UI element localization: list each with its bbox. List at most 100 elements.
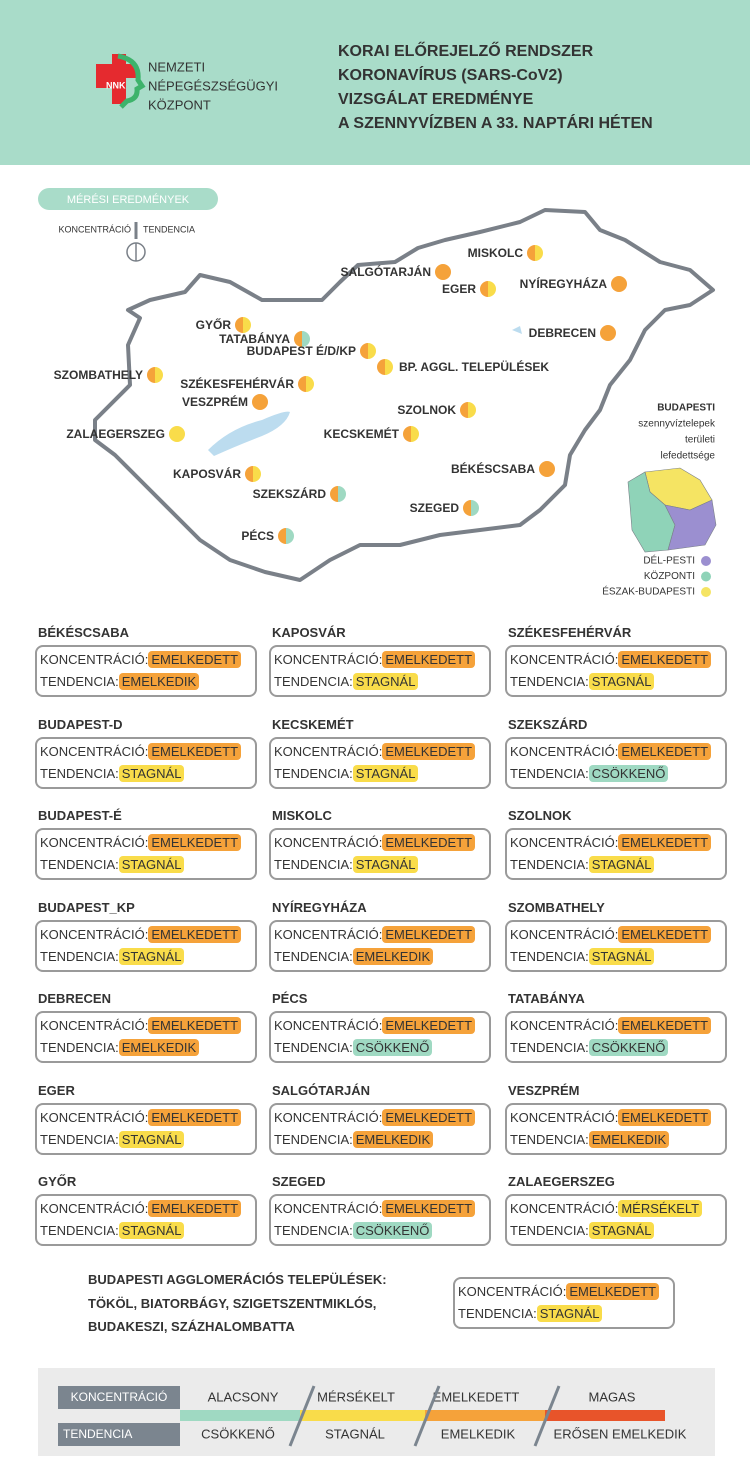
tendency-label: TENDENCIA: bbox=[274, 1040, 353, 1055]
card-row: TENDENCIA: STAGNÁL bbox=[274, 673, 419, 690]
card-row: TENDENCIA: STAGNÁL bbox=[40, 1222, 185, 1239]
tendency-value: CSÖKKENŐ bbox=[352, 1039, 433, 1056]
concentration-label: KONCENTRÁCIÓ: bbox=[40, 1018, 149, 1033]
card-title: NYÍREGYHÁZA bbox=[272, 899, 367, 915]
tendency-value: EMELKEDIK bbox=[118, 673, 200, 690]
inset-legend-label: ÉSZAK-BUDAPESTI bbox=[602, 585, 695, 598]
card-row: KONCENTRÁCIÓ: EMELKEDETT bbox=[40, 1200, 242, 1217]
city-dot bbox=[608, 325, 616, 341]
concentration-label: KONCENTRÁCIÓ: bbox=[274, 1109, 383, 1125]
title: A SZENNYVÍZBEN A 33. NAPTÁRI HÉTEN bbox=[338, 113, 653, 132]
legend-separator bbox=[413, 1385, 441, 1447]
title: VIZSGÁLAT EREDMÉNYE bbox=[338, 89, 534, 108]
city-dot bbox=[360, 343, 368, 359]
inset-legend-label: DÉL-PESTI bbox=[643, 554, 695, 567]
card-row: TENDENCIA: STAGNÁL bbox=[510, 1222, 655, 1239]
card: KONCENTRÁCIÓ: EMELKEDETT TENDENCIA: CSÖKKEN… bbox=[505, 1011, 727, 1063]
concentration-value: EMELKEDETT bbox=[148, 651, 242, 668]
concentration-value: EMELKEDETT bbox=[382, 834, 476, 851]
card-title: GYŐR bbox=[38, 1174, 77, 1189]
city-dot bbox=[368, 343, 376, 359]
card-title: SZEGED bbox=[272, 1174, 326, 1189]
city-dot bbox=[443, 264, 451, 280]
city-dot bbox=[260, 394, 268, 410]
logo: NNK bbox=[96, 53, 146, 109]
card: KONCENTRÁCIÓ: EMELKEDETT TENDENCIA: EMELKED… bbox=[269, 1102, 491, 1155]
legend-separator bbox=[288, 1385, 316, 1447]
inset-legend-dot bbox=[701, 556, 711, 566]
concentration-value: EMELKEDETT bbox=[382, 1200, 476, 1217]
concentration-label: KONCENTRÁCIÓ: bbox=[510, 1109, 619, 1125]
tendency-value: STAGNÁL bbox=[118, 1130, 185, 1148]
card-row: KONCENTRÁCIÓ: EMELKEDETT bbox=[510, 1108, 712, 1126]
city-dot bbox=[385, 359, 393, 375]
legend-swatch bbox=[180, 1410, 300, 1421]
card-row: TENDENCIA: EMELKEDIK bbox=[510, 1130, 670, 1148]
legend-level: STAGNÁL bbox=[325, 1426, 385, 1441]
concentration-label: KONCENTRÁCIÓ: bbox=[40, 926, 149, 942]
city-dot bbox=[547, 461, 555, 477]
legend-left: KONCENTRÁCIÓ bbox=[58, 224, 131, 234]
org-name: KÖZPONT bbox=[148, 97, 211, 112]
tendency-value: STAGNÁL bbox=[536, 1305, 603, 1322]
tendency-value: EMELKEDIK bbox=[352, 947, 434, 965]
concentration-value: EMELKEDETT bbox=[382, 742, 476, 760]
concentration-label: KONCENTRÁCIÓ: bbox=[274, 1018, 383, 1033]
card-row: TENDENCIA: STAGNÁL bbox=[510, 673, 655, 690]
tendency-label: TENDENCIA: bbox=[40, 948, 119, 964]
card-row: KONCENTRÁCIÓ: EMELKEDETT bbox=[40, 1017, 242, 1034]
card-row: KONCENTRÁCIÓ: EMELKEDETT bbox=[458, 1283, 660, 1300]
tendency-value: EMELKEDIK bbox=[588, 1130, 670, 1148]
tendency-value: CSÖKKENŐ bbox=[352, 1222, 433, 1239]
country-outline bbox=[93, 208, 715, 582]
tendency-label: TENDENCIA: bbox=[274, 857, 353, 872]
tendency-label: TENDENCIA: bbox=[40, 765, 119, 781]
card: KONCENTRÁCIÓ: EMELKEDETT TENDENCIA: STAGNÁL bbox=[269, 828, 491, 880]
card-row: TENDENCIA: STAGNÁL bbox=[274, 856, 419, 873]
concentration-label: KONCENTRÁCIÓ: bbox=[458, 1284, 567, 1299]
card-title: BUDAPEST-É bbox=[38, 808, 122, 823]
city-label: BP. AGGL. TELEPÜLÉSEK bbox=[399, 359, 549, 374]
city-dot bbox=[298, 376, 306, 392]
card: KONCENTRÁCIÓ: EMELKEDETT TENDENCIA: STAGNÁL bbox=[35, 736, 257, 789]
card-row: TENDENCIA: EMELKEDIK bbox=[40, 1039, 200, 1056]
city-dot bbox=[286, 528, 294, 544]
tendency-value: STAGNÁL bbox=[588, 673, 655, 690]
card-row: TENDENCIA: CSÖKKENŐ bbox=[274, 1222, 433, 1239]
card-row: KONCENTRÁCIÓ: EMELKEDETT bbox=[40, 651, 242, 668]
tendency-value: STAGNÁL bbox=[118, 947, 185, 965]
tendency-value: STAGNÁL bbox=[118, 856, 185, 873]
tendency-label: TENDENCIA: bbox=[274, 674, 353, 689]
legend-swatch bbox=[425, 1410, 545, 1421]
concentration-value: EMELKEDETT bbox=[148, 834, 242, 851]
card: KONCENTRÁCIÓ: EMELKEDETT TENDENCIA: EMELKED… bbox=[35, 1011, 257, 1063]
concentration-label: KONCENTRÁCIÓ: bbox=[510, 1018, 619, 1033]
city-dot bbox=[302, 331, 310, 347]
city-label: SZÉKESFEHÉRVÁR bbox=[180, 376, 294, 391]
card-title: VESZPRÉM bbox=[508, 1082, 580, 1098]
concentration-value: EMELKEDETT bbox=[618, 834, 712, 851]
card-row: KONCENTRÁCIÓ: EMELKEDETT bbox=[40, 742, 242, 760]
tendency-label: TENDENCIA: bbox=[510, 1131, 589, 1147]
concentration-label: KONCENTRÁCIÓ: bbox=[40, 835, 149, 850]
card-title: ZALAEGERSZEG bbox=[508, 1174, 615, 1189]
legend-level: MAGAS bbox=[589, 1389, 636, 1404]
lake bbox=[208, 411, 290, 456]
concentration-label: KONCENTRÁCIÓ: bbox=[40, 652, 149, 667]
tendency-value: STAGNÁL bbox=[118, 1222, 185, 1239]
inset-area bbox=[664, 499, 717, 551]
card-row: TENDENCIA: STAGNÁL bbox=[510, 856, 655, 873]
card-row: TENDENCIA: STAGNÁL bbox=[40, 947, 185, 965]
concentration-label: KONCENTRÁCIÓ: bbox=[40, 1201, 149, 1216]
tendency-label: TENDENCIA: bbox=[510, 1040, 589, 1055]
city-dot bbox=[600, 325, 608, 341]
city-dot bbox=[535, 245, 543, 261]
card-title: SALGÓTARJÁN bbox=[272, 1082, 370, 1098]
tendency-label: TENDENCIA: bbox=[274, 948, 353, 964]
city-label: SALGÓTARJÁN bbox=[341, 264, 431, 279]
org-name: NEMZETI bbox=[148, 59, 205, 74]
city-dot bbox=[330, 486, 338, 502]
card-row: TENDENCIA: EMELKEDIK bbox=[40, 673, 200, 690]
card: KONCENTRÁCIÓ: EMELKEDETT TENDENCIA: STAGNÁL bbox=[35, 1102, 257, 1155]
city-dot bbox=[243, 317, 251, 333]
